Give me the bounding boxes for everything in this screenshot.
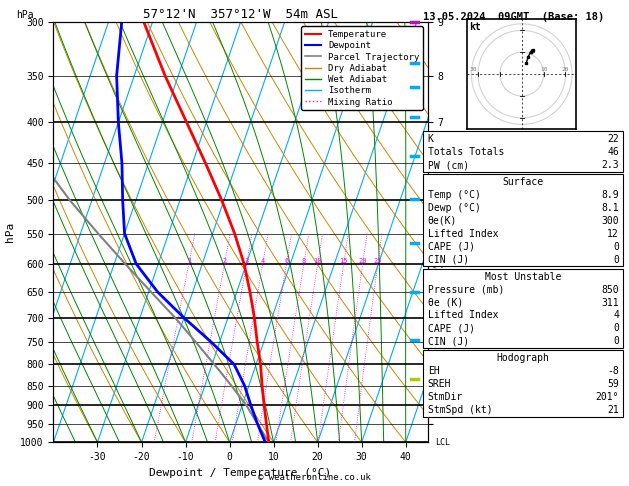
Text: 8.1: 8.1	[601, 203, 619, 213]
Text: K: K	[428, 134, 433, 144]
Text: Dewp (°C): Dewp (°C)	[428, 203, 481, 213]
Text: 0: 0	[613, 323, 619, 333]
Text: 13.05.2024  09GMT  (Base: 18): 13.05.2024 09GMT (Base: 18)	[423, 12, 604, 22]
Text: 12: 12	[607, 229, 619, 239]
Text: CAPE (J): CAPE (J)	[428, 323, 475, 333]
Text: ⊠: ⊠	[531, 47, 535, 53]
Text: Lifted Index: Lifted Index	[428, 229, 498, 239]
Text: Most Unstable: Most Unstable	[484, 272, 561, 282]
Text: 0: 0	[613, 242, 619, 252]
Text: 2: 2	[222, 258, 226, 264]
Text: hPa: hPa	[16, 10, 34, 20]
Text: PW (cm): PW (cm)	[428, 160, 469, 170]
Text: Totals Totals: Totals Totals	[428, 147, 504, 157]
Text: Temp (°C): Temp (°C)	[428, 190, 481, 200]
Text: 4: 4	[613, 311, 619, 320]
Text: 300: 300	[601, 216, 619, 226]
Text: θe(K): θe(K)	[428, 216, 457, 226]
Text: © weatheronline.co.uk: © weatheronline.co.uk	[258, 473, 371, 482]
Text: 20: 20	[562, 67, 569, 72]
Text: StmDir: StmDir	[428, 392, 463, 402]
Text: Lifted Index: Lifted Index	[428, 311, 498, 320]
Text: 0: 0	[613, 255, 619, 264]
X-axis label: Dewpoint / Temperature (°C): Dewpoint / Temperature (°C)	[150, 468, 331, 478]
Text: 8: 8	[302, 258, 306, 264]
Text: 15: 15	[340, 258, 348, 264]
Text: 20: 20	[359, 258, 367, 264]
Text: 25: 25	[374, 258, 382, 264]
Legend: Temperature, Dewpoint, Parcel Trajectory, Dry Adiabat, Wet Adiabat, Isotherm, Mi: Temperature, Dewpoint, Parcel Trajectory…	[301, 26, 423, 110]
Text: 3: 3	[245, 258, 248, 264]
Text: 201°: 201°	[596, 392, 619, 402]
Text: kt: kt	[469, 21, 481, 32]
Text: 22: 22	[607, 134, 619, 144]
Text: -8: -8	[607, 366, 619, 376]
Text: CIN (J): CIN (J)	[428, 336, 469, 346]
Text: 4: 4	[260, 258, 265, 264]
Text: 8.9: 8.9	[601, 190, 619, 200]
Text: LCL: LCL	[435, 438, 450, 447]
Text: 311: 311	[601, 297, 619, 308]
Text: 10: 10	[540, 67, 547, 72]
Text: 21: 21	[607, 405, 619, 415]
Text: SREH: SREH	[428, 379, 451, 389]
Text: Hodograph: Hodograph	[496, 353, 549, 364]
Text: 30: 30	[470, 67, 477, 72]
Y-axis label: hPa: hPa	[4, 222, 14, 242]
Title: 57°12'N  357°12'W  54m ASL: 57°12'N 357°12'W 54m ASL	[143, 8, 338, 21]
Text: 2.3: 2.3	[601, 160, 619, 170]
Text: Surface: Surface	[502, 177, 543, 187]
Text: 10: 10	[313, 258, 322, 264]
Text: StmSpd (kt): StmSpd (kt)	[428, 405, 493, 415]
Text: CAPE (J): CAPE (J)	[428, 242, 475, 252]
Text: EH: EH	[428, 366, 440, 376]
Text: θe (K): θe (K)	[428, 297, 463, 308]
Text: 59: 59	[607, 379, 619, 389]
Text: 46: 46	[607, 147, 619, 157]
Text: 1: 1	[187, 258, 191, 264]
Text: CIN (J): CIN (J)	[428, 255, 469, 264]
Text: Pressure (mb): Pressure (mb)	[428, 285, 504, 295]
Y-axis label: km
ASL: km ASL	[445, 223, 466, 241]
Text: 850: 850	[601, 285, 619, 295]
Text: Mixing Ratio (g/kg): Mixing Ratio (g/kg)	[431, 192, 440, 294]
Text: 6: 6	[284, 258, 289, 264]
Text: 0: 0	[613, 336, 619, 346]
